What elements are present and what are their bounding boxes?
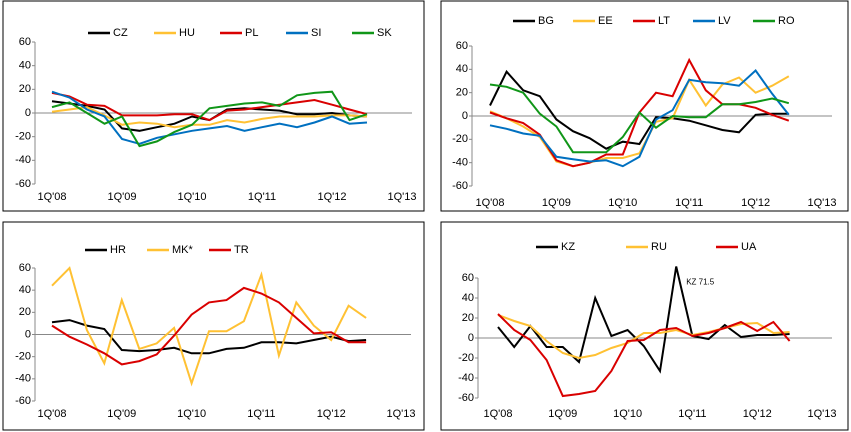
x-tick-label: 1Q'10 — [613, 408, 642, 420]
y-tick-label: 60 — [462, 272, 474, 284]
x-tick-label: 1Q'13 — [807, 408, 836, 420]
legend-label: EE — [598, 15, 613, 27]
y-tick-label: 0 — [25, 328, 31, 340]
x-tick-label: 1Q'11 — [248, 191, 276, 203]
series-line — [51, 106, 368, 129]
y-tick-label: 40 — [19, 60, 31, 72]
x-tick-label: 1Q'09 — [107, 408, 136, 420]
y-tick-label: 0 — [25, 107, 31, 119]
series-line — [51, 91, 368, 122]
y-tick-label: 60 — [19, 36, 31, 48]
series-line — [489, 68, 790, 168]
y-tick-label: -20 — [452, 133, 468, 145]
x-tick-label: 1Q'10 — [177, 408, 206, 420]
series-line — [489, 83, 790, 154]
y-tick-label: 40 — [462, 292, 474, 304]
x-tick-label: 1Q'08 — [475, 197, 504, 209]
panel-frame — [440, 221, 849, 431]
legend-label: UA — [741, 241, 757, 253]
series-line — [51, 90, 368, 145]
series-line — [497, 314, 790, 360]
panel-frame — [2, 0, 425, 212]
x-tick-label: 1Q'13 — [386, 408, 415, 420]
x-tick-label: 1Q'12 — [743, 408, 772, 420]
series-line — [51, 286, 367, 366]
y-tick-label: -60 — [15, 178, 31, 190]
y-tick-label: -60 — [458, 392, 474, 404]
series-line — [497, 266, 790, 374]
x-tick-label: 1Q'13 — [807, 197, 836, 209]
y-tick-label: 60 — [456, 40, 468, 52]
y-tick-label: 60 — [19, 262, 31, 274]
y-tick-label: 40 — [456, 63, 468, 75]
legend-label: RO — [778, 15, 795, 27]
y-tick-label: 20 — [19, 83, 31, 95]
x-tick-label: 1Q'13 — [387, 191, 416, 203]
x-tick-label: 1Q'11 — [678, 408, 706, 420]
panel-frame — [440, 0, 849, 212]
y-tick-label: -40 — [452, 157, 468, 169]
series-line — [51, 266, 367, 387]
series-line — [51, 90, 368, 148]
series-line — [51, 319, 367, 355]
x-tick-label: 1Q'11 — [675, 197, 703, 209]
legend-label: PL — [245, 27, 258, 39]
annotation: KZ 71.5 — [686, 278, 715, 287]
x-tick-label: 1Q'09 — [107, 191, 136, 203]
x-tick-label: 1Q'09 — [548, 408, 577, 420]
x-tick-label: 1Q'12 — [741, 197, 770, 209]
legend-label: HU — [179, 27, 195, 39]
legend-label: SK — [377, 27, 392, 39]
legend-label: CZ — [113, 27, 128, 39]
y-tick-label: 20 — [462, 312, 474, 324]
y-tick-label: -60 — [15, 395, 31, 407]
legend-label: HR — [110, 244, 126, 256]
series-line — [489, 75, 790, 168]
x-tick-label: 1Q'11 — [247, 408, 275, 420]
legend-label: BG — [538, 15, 554, 27]
x-tick-label: 1Q'12 — [317, 408, 346, 420]
legend-label: TR — [234, 244, 249, 256]
legend-label: RU — [651, 241, 667, 253]
y-tick-label: -40 — [15, 373, 31, 385]
y-tick-label: 20 — [19, 306, 31, 318]
series-line — [497, 313, 791, 398]
y-tick-label: -20 — [15, 131, 31, 143]
y-tick-label: -40 — [458, 372, 474, 384]
x-tick-label: 1Q'08 — [37, 191, 66, 203]
x-tick-label: 1Q'12 — [317, 191, 346, 203]
y-tick-label: 20 — [456, 87, 468, 99]
legend-label: SI — [311, 27, 321, 39]
y-tick-label: -60 — [452, 180, 468, 192]
x-tick-label: 1Q'08 — [37, 408, 66, 420]
series-line — [489, 69, 789, 150]
y-tick-label: -40 — [15, 154, 31, 166]
legend-label: KZ — [561, 241, 575, 253]
y-tick-label: 40 — [19, 284, 31, 296]
x-tick-label: 1Q'10 — [177, 191, 206, 203]
y-tick-label: 0 — [462, 110, 468, 122]
y-tick-label: -20 — [458, 352, 474, 364]
y-tick-label: 0 — [468, 332, 474, 344]
legend-label: LV — [718, 15, 731, 27]
x-tick-label: 1Q'08 — [483, 408, 512, 420]
x-tick-label: 1Q'10 — [608, 197, 637, 209]
legend-label: LT — [658, 15, 670, 27]
x-tick-label: 1Q'09 — [542, 197, 571, 209]
legend-label: MK* — [172, 244, 194, 256]
y-tick-label: -20 — [15, 351, 31, 363]
panel-frame — [2, 221, 425, 431]
